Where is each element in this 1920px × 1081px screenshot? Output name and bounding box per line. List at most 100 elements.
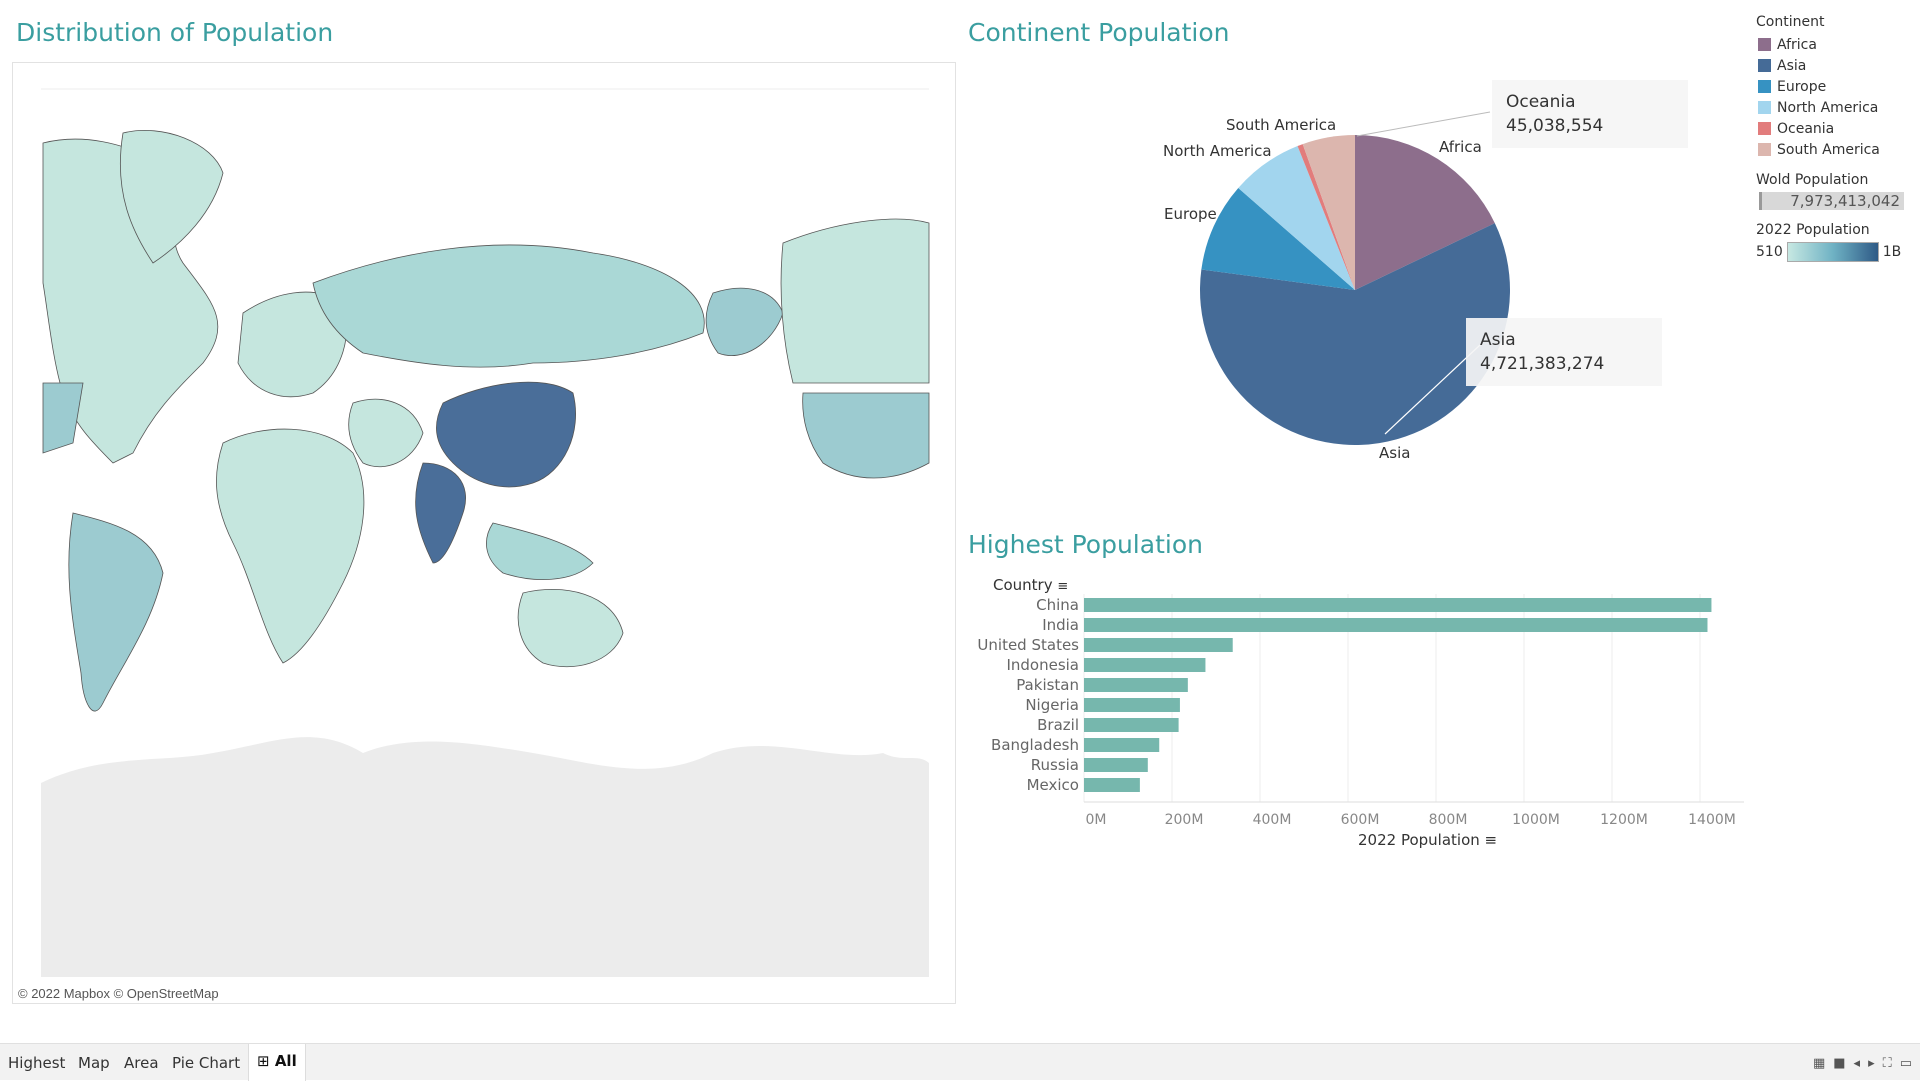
tab-highest[interactable]: Highest [8, 1054, 66, 1072]
legend-item[interactable]: Europe [1756, 76, 1916, 97]
grid-view-icon[interactable]: ▦ [1812, 1056, 1826, 1071]
next-icon[interactable]: ▸ [1868, 1056, 1875, 1071]
fullscreen-icon[interactable]: ⛶ [1882, 1056, 1892, 1071]
x-tick-label: 800M [1429, 812, 1468, 828]
legend-item[interactable]: South America [1756, 139, 1916, 160]
map-canvas[interactable] [13, 63, 955, 1003]
x-tick-label: 200M [1165, 812, 1204, 828]
australia-shape [517, 589, 624, 668]
bar-russia[interactable] [1084, 758, 1148, 772]
legend-label: Oceania [1777, 120, 1835, 137]
category-label[interactable]: Brazil [1037, 716, 1079, 734]
y-axis-title[interactable]: Country ≡ [993, 576, 1068, 594]
y-axis-title-text: Country [993, 576, 1053, 594]
legend-swatch [1758, 38, 1771, 51]
x-tick-label: 1400M [1688, 812, 1736, 828]
present-icon[interactable]: ▭ [1899, 1056, 1912, 1071]
tooltip-asia-value: 4,721,383,274 [1480, 354, 1605, 374]
bar-brazil[interactable] [1084, 718, 1179, 732]
legend-label: Africa [1777, 36, 1817, 53]
legend-label: Asia [1777, 57, 1807, 74]
middle-east-shape [348, 399, 424, 467]
bar-bangladesh[interactable] [1084, 738, 1160, 752]
x-tick-label: 1200M [1600, 812, 1648, 828]
bar-china[interactable] [1084, 598, 1712, 612]
pie-slice-north-america[interactable] [1238, 146, 1355, 290]
gradient-max: 1B [1882, 244, 1902, 260]
gradient-scale: 510 1B [1756, 242, 1916, 262]
world-population-value: 7,973,413,042 [1759, 192, 1904, 210]
category-label[interactable]: United States [977, 636, 1079, 654]
highest-population-bar-chart[interactable]: 0M 200M 400M 600M 800M 1000M 1200M 1400M China In… [960, 570, 1760, 860]
category-label[interactable]: India [1042, 616, 1079, 634]
tab-map[interactable]: Map [78, 1054, 110, 1072]
world-map[interactable]: © 2022 Mapbox © OpenStreetMap [12, 62, 956, 1004]
legend-item[interactable]: North America [1756, 97, 1916, 118]
bar-nigeria[interactable] [1084, 698, 1180, 712]
bar-mexico[interactable] [1084, 778, 1140, 792]
category-label[interactable]: Nigeria [1025, 696, 1079, 714]
tab-pie-chart[interactable]: Pie Chart [172, 1054, 241, 1072]
bar-united-states[interactable] [1084, 638, 1233, 652]
bar-india[interactable] [1084, 618, 1708, 632]
category-label[interactable]: Russia [1031, 756, 1079, 774]
category-label[interactable]: Indonesia [1006, 656, 1079, 674]
bar-pakistan[interactable] [1084, 678, 1188, 692]
category-label[interactable]: Bangladesh [991, 736, 1079, 754]
pie-slice-south-america[interactable] [1302, 135, 1355, 290]
gradient-bar [1786, 242, 1879, 262]
pie-slice-europe[interactable] [1201, 188, 1355, 290]
category-label[interactable]: Mexico [1027, 776, 1079, 794]
gradient-min: 510 [1756, 244, 1783, 260]
bar-title: Highest Population [968, 530, 1203, 559]
sheet-tabs: Highest Map Area Pie Chart ⊞ All ▦ ■ ◂ ▸… [0, 1043, 1920, 1081]
single-view-icon[interactable]: ■ [1833, 1056, 1846, 1071]
bar-indonesia[interactable] [1084, 658, 1206, 672]
legend-swatch [1758, 143, 1771, 156]
sort-icon[interactable]: ≡ [1484, 831, 1498, 849]
legend-swatch [1758, 80, 1771, 93]
pie-label-south-america: South America [1226, 116, 1337, 134]
tab-area[interactable]: Area [124, 1054, 159, 1072]
tab-all[interactable]: ⊞ All [248, 1044, 306, 1081]
map-credit[interactable]: © 2022 Mapbox © OpenStreetMap [18, 986, 219, 1001]
gradient-title: 2022 Population [1756, 222, 1870, 238]
nav-controls: ▦ ■ ◂ ▸ ⛶ ▭ [1813, 1056, 1912, 1071]
x-tick-label: 1000M [1512, 812, 1560, 828]
world-population-title: Wold Population [1756, 172, 1869, 188]
category-label[interactable]: Pakistan [1016, 676, 1079, 694]
india-shape [415, 462, 466, 564]
x-axis-title[interactable]: 2022 Population ≡ [1358, 831, 1497, 849]
tooltip-asia: Asia 4,721,383,274 [1466, 318, 1662, 386]
tab-all-label: All [274, 1052, 297, 1070]
legend-panel: Continent Africa Asia Europe North America O… [1756, 14, 1916, 262]
prev-icon[interactable]: ◂ [1853, 1056, 1861, 1071]
legend-swatch [1758, 122, 1771, 135]
usa-east-shape [42, 382, 84, 454]
tooltip-oceania-value: 45,038,554 [1506, 116, 1604, 136]
legend-item[interactable]: Asia [1756, 55, 1916, 76]
southeast-asia-shape [486, 522, 594, 580]
legend-item[interactable]: Oceania [1756, 118, 1916, 139]
pie-title: Continent Population [968, 18, 1230, 47]
sort-icon[interactable]: ≡ [1057, 579, 1069, 594]
pie-label-asia: Asia [1379, 444, 1411, 462]
alaska-shape [705, 287, 784, 356]
china-shape [436, 381, 576, 488]
tooltip-leader-lines [1356, 111, 1491, 435]
pie-label-europe: Europe [1164, 205, 1217, 223]
x-tick-label: 0M [1086, 812, 1107, 828]
tooltip-oceania: Oceania 45,038,554 [1492, 80, 1688, 148]
pie-slice-africa[interactable] [1355, 135, 1495, 290]
category-label[interactable]: China [1036, 596, 1079, 614]
pie-slice-oceania[interactable] [1297, 144, 1355, 290]
pie-label-north-america: North America [1163, 142, 1272, 160]
legend-label: North America [1777, 99, 1879, 116]
legend-swatch [1758, 101, 1771, 114]
africa-shape [216, 428, 365, 664]
legend-title: Continent [1756, 14, 1825, 30]
europe-shape [237, 291, 348, 398]
russia-shape [312, 244, 705, 368]
legend-item[interactable]: Africa [1756, 34, 1916, 55]
grid-icon: ⊞ [257, 1052, 270, 1070]
